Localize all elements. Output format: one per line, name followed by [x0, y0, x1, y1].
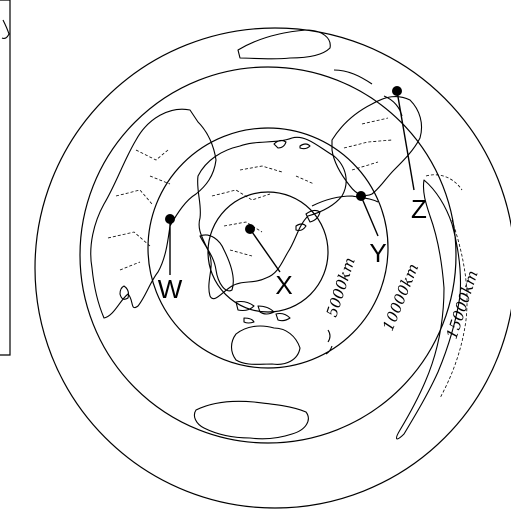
- japan-islands: [295, 209, 321, 232]
- asia-landmass: [197, 136, 347, 300]
- madagascar: [119, 285, 130, 300]
- marker-z-leader: [396, 90, 415, 191]
- adjacent-panel-frame: [0, 0, 11, 356]
- asia-borders: [211, 165, 315, 257]
- map-outer-boundary: [34, 27, 511, 509]
- marker-y-dot: [356, 191, 366, 201]
- marker-z-label: Z: [411, 194, 427, 224]
- marker-x-leader: [249, 228, 281, 273]
- marker-x-label: X: [275, 270, 292, 300]
- greenland-arctic: [237, 29, 331, 60]
- ring-label-5000km: 5000km: [323, 255, 359, 319]
- marker-y-label: Y: [369, 238, 386, 268]
- north-america: [331, 95, 423, 197]
- marker-y-leader: [360, 195, 379, 237]
- ring-5000km: [207, 191, 329, 313]
- new-zealand: [325, 329, 333, 355]
- south-america-borders: [425, 174, 468, 399]
- north-pacific-coast: [311, 195, 379, 207]
- north-america-borders: [343, 117, 393, 171]
- ring-label-15000km: 15000km: [443, 268, 482, 341]
- arabia-india: [199, 234, 234, 292]
- antarctica: [193, 400, 309, 440]
- marker-z-dot: [392, 86, 402, 96]
- africa-borders: [107, 149, 171, 271]
- ring-15000km: [79, 66, 457, 444]
- africa-europe-landmass: [90, 108, 217, 319]
- marker-w-dot: [165, 214, 175, 224]
- marker-w-label: W: [158, 274, 183, 304]
- south-america: [395, 179, 462, 440]
- arctic-coast-fragments: [333, 69, 403, 117]
- marker-x-dot: [245, 224, 255, 234]
- australia: [230, 325, 301, 365]
- adjacent-panel-coast: [1, 19, 10, 40]
- ring-10000km: [147, 127, 389, 369]
- arctic-islands: [273, 139, 311, 150]
- indonesia-islands: [235, 300, 291, 324]
